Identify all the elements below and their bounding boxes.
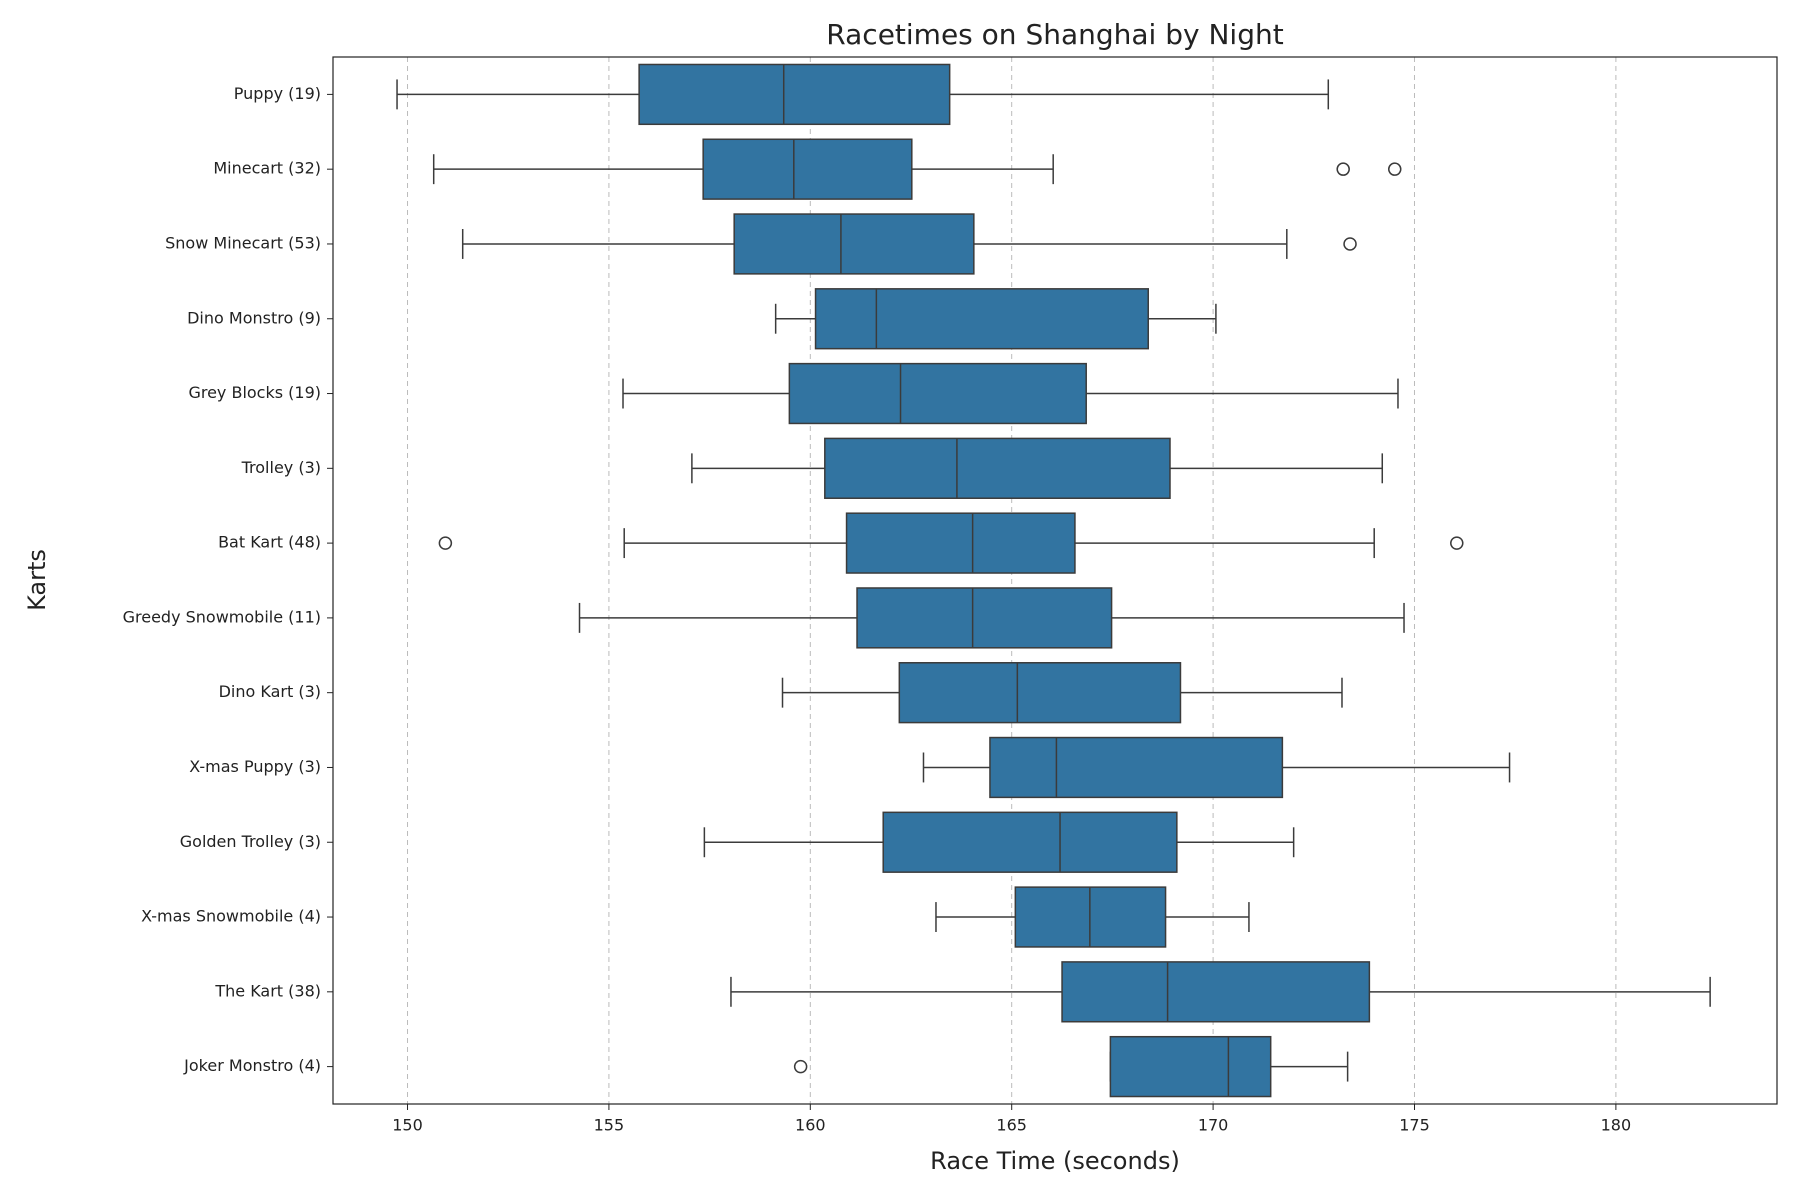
box — [1061, 961, 1371, 1023]
box — [733, 213, 975, 275]
box — [882, 811, 1178, 873]
outlier — [438, 536, 453, 550]
y-tick-label: Bat Kart (48) — [218, 533, 321, 552]
box — [788, 362, 1087, 425]
box — [702, 138, 913, 200]
x-tick-label: 175 — [1399, 1116, 1430, 1135]
outlier — [1343, 237, 1357, 251]
x-tick-label: 160 — [795, 1116, 826, 1135]
y-tick-label: Grey Blocks (19) — [188, 383, 321, 402]
box — [845, 512, 1076, 574]
box — [989, 736, 1284, 799]
y-tick-label: Dino Kart (3) — [219, 682, 321, 701]
x-tick-label: 165 — [996, 1116, 1027, 1135]
x-tick-label: 150 — [392, 1116, 423, 1135]
box — [814, 288, 1149, 350]
x-tick-label: 180 — [1601, 1116, 1632, 1135]
x-tick-label: 155 — [594, 1116, 625, 1135]
y-tick-label: X-mas Puppy (3) — [189, 757, 321, 776]
x-tick-label: 170 — [1198, 1116, 1229, 1135]
y-tick-label: The Kart (38) — [214, 981, 321, 1000]
x-axis-label: Race Time (seconds) — [930, 1147, 1180, 1175]
y-tick-label: Puppy (19) — [234, 84, 321, 103]
outlier — [1336, 162, 1350, 176]
box — [898, 662, 1182, 724]
outlier — [1388, 162, 1402, 176]
box — [638, 63, 951, 126]
plot-frame — [332, 56, 1778, 1105]
chart-title: Racetimes on Shanghai by Night — [826, 18, 1283, 51]
y-tick-label: Snow Minecart (53) — [165, 233, 321, 252]
y-tick-label: Golden Trolley (3) — [180, 832, 321, 851]
y-tick-label: Trolley (3) — [241, 458, 321, 477]
y-tick-label: Greedy Snowmobile (11) — [123, 607, 321, 626]
y-tick-label: X-mas Snowmobile (4) — [141, 907, 321, 926]
y-tick-label: Minecart (32) — [213, 159, 321, 178]
box — [1109, 1035, 1272, 1098]
y-axis-label: Karts — [23, 549, 51, 611]
y-tick-label: Joker Monstro (4) — [183, 1056, 321, 1075]
outlier — [1450, 536, 1464, 550]
box — [824, 437, 1171, 499]
box — [856, 587, 1113, 649]
outlier — [793, 1059, 808, 1074]
y-tick-label: Dino Monstro (9) — [187, 308, 321, 327]
